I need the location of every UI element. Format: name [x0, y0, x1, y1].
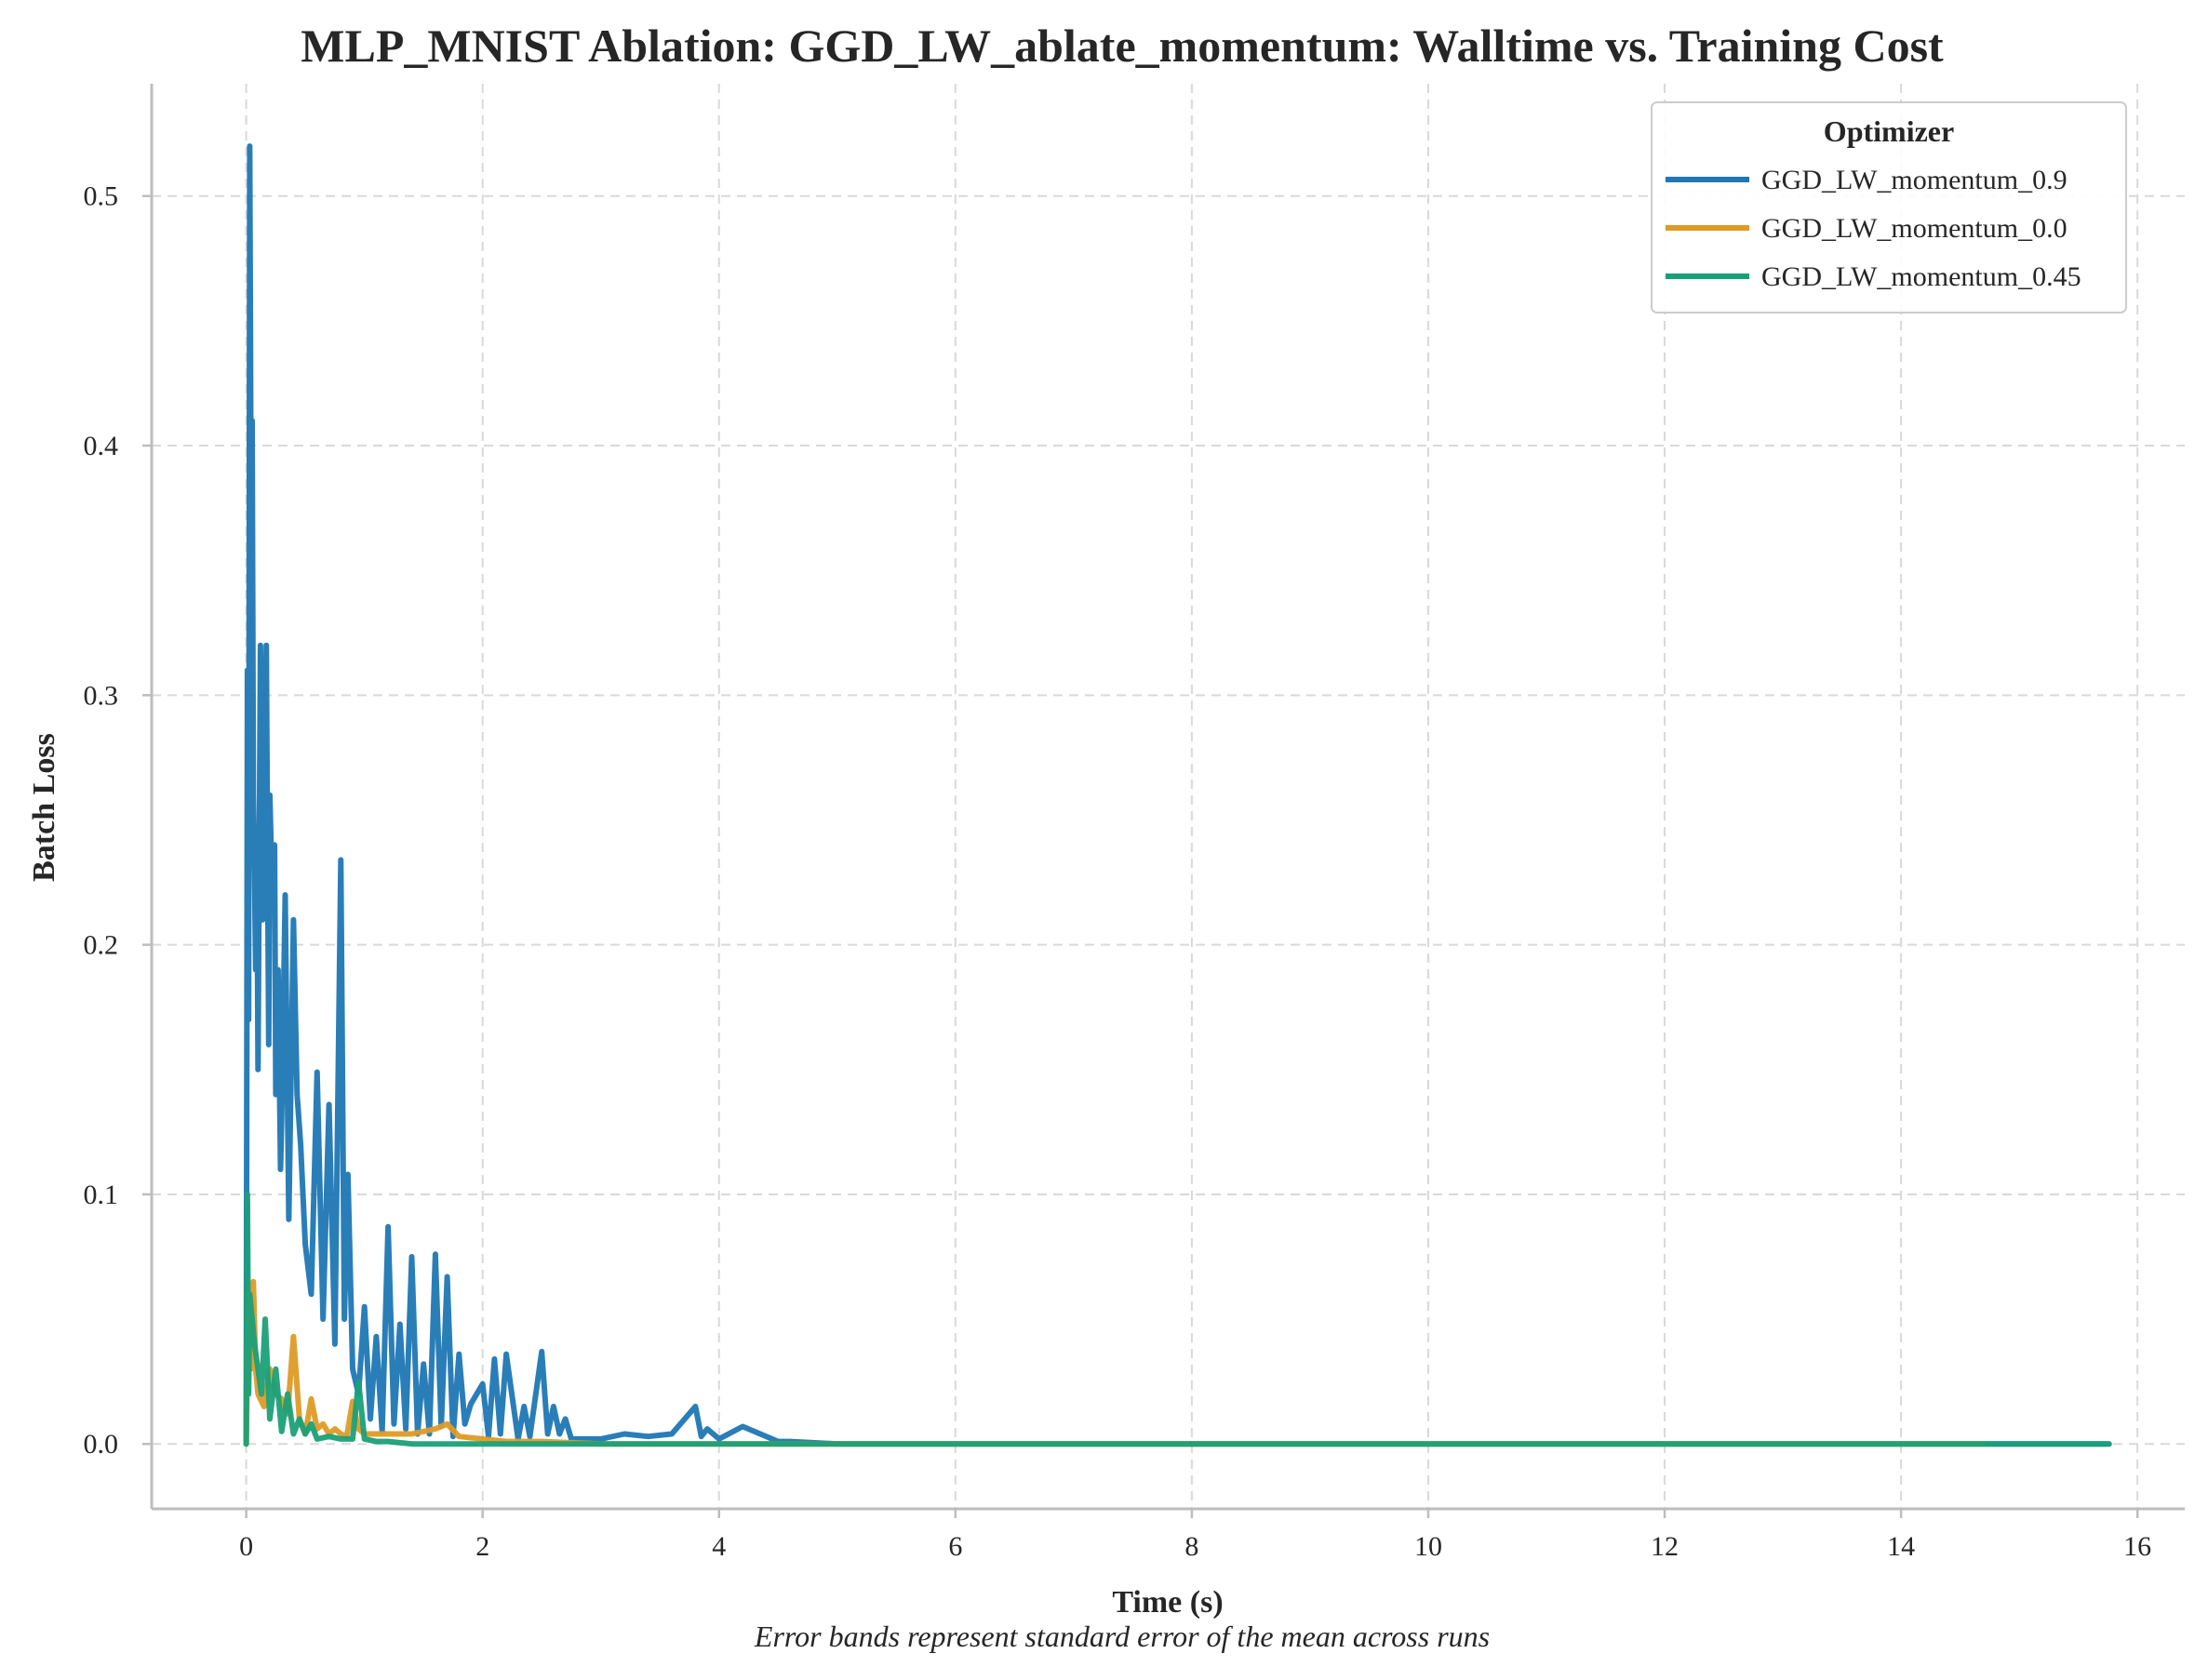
legend-title: Optimizer: [1824, 114, 1954, 148]
y-tick-label-3: 0.3: [84, 680, 119, 711]
legend: Optimizer GGD_LW_momentum_0.9GGD_LW_mome…: [1651, 101, 2127, 313]
x-tick-label-1: 2: [475, 1531, 489, 1562]
y-tick-label-2: 0.2: [84, 930, 119, 961]
series-layer: [243, 143, 2112, 1447]
x-tick-label-3: 6: [948, 1531, 962, 1562]
y-axis-label: Batch Loss: [27, 733, 61, 882]
legend-box: [1651, 101, 2127, 313]
series-line-2: [243, 1191, 2112, 1447]
x-tick-label-0: 0: [239, 1531, 253, 1562]
x-tick-label-8: 16: [2123, 1531, 2151, 1562]
x-tick-label-7: 14: [1887, 1531, 1915, 1562]
caption: Error bands represent standard error of …: [754, 1620, 1490, 1653]
x-tick-label-6: 12: [1651, 1531, 1679, 1562]
chart-title: MLP_MNIST Ablation: GGD_LW_ablate_moment…: [301, 20, 1944, 72]
legend-label-1: GGD_LW_momentum_0.0: [1761, 213, 2067, 244]
legend-label-0: GGD_LW_momentum_0.9: [1761, 165, 2067, 195]
series-line-0: [243, 143, 2112, 1447]
legend-entries: GGD_LW_momentum_0.9 GGD_LW_momentum_0.0 GG…: [1666, 165, 2081, 292]
x-tick-label-2: 4: [712, 1531, 726, 1562]
axes-layer: 0 2 4 6 8 10 12 14 16 0.0 0.1 0.2 0.3 0.4 0.5: [84, 84, 2185, 1562]
x-axis-label: Time (s): [1112, 1585, 1223, 1620]
grid-layer: [152, 84, 2185, 1509]
y-tick-label-4: 0.4: [84, 431, 119, 461]
x-tick-label-5: 10: [1414, 1531, 1442, 1562]
legend-label-2: GGD_LW_momentum_0.45: [1761, 261, 2081, 292]
y-tick-label-5: 0.5: [84, 181, 119, 212]
y-tick-label-0: 0.0: [84, 1429, 119, 1460]
x-tick-label-4: 8: [1184, 1531, 1198, 1562]
y-tick-label-1: 0.1: [84, 1180, 119, 1210]
